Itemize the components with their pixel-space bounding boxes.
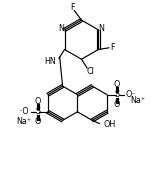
Text: Na⁺: Na⁺ [130, 96, 145, 105]
Text: O: O [114, 80, 120, 89]
Text: O⁻: O⁻ [126, 90, 136, 99]
Text: F: F [110, 43, 115, 52]
Text: Cl: Cl [87, 67, 94, 76]
Text: Na⁺: Na⁺ [16, 117, 31, 126]
Text: O: O [35, 117, 41, 126]
Text: ⁻O: ⁻O [18, 107, 29, 116]
Text: HN: HN [44, 57, 56, 66]
Text: N: N [59, 24, 65, 33]
Text: F: F [70, 3, 75, 12]
Text: OH: OH [103, 120, 116, 129]
Text: O: O [114, 100, 120, 109]
Text: N: N [98, 24, 104, 33]
Text: S: S [114, 90, 119, 99]
Text: O: O [35, 97, 41, 106]
Text: S: S [35, 107, 41, 116]
